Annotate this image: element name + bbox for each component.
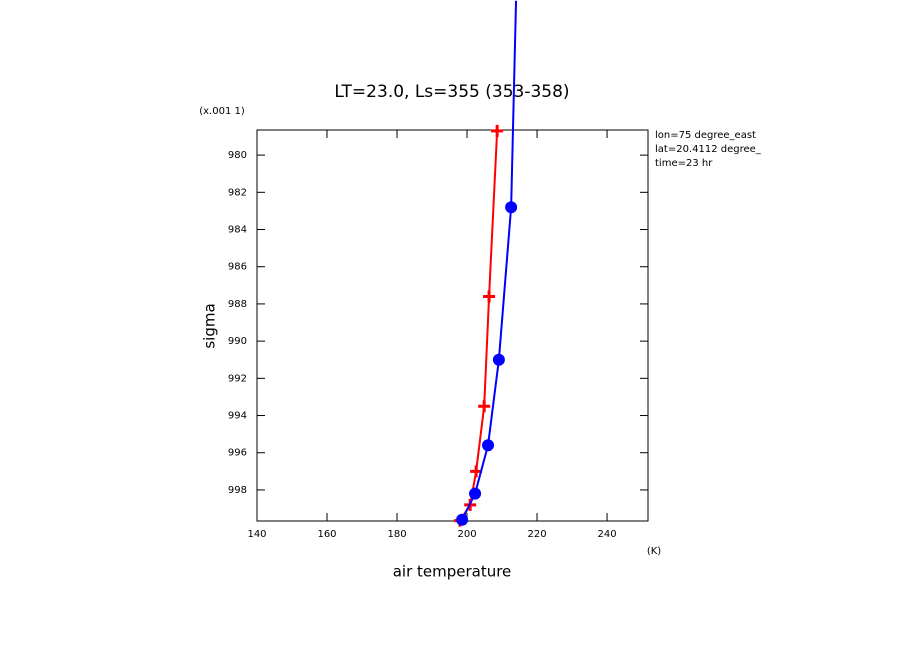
y-tick-label: 986 [228, 262, 247, 273]
point [456, 513, 469, 526]
y-tick-label: 994 [228, 411, 247, 422]
point [505, 201, 518, 214]
y-tick-label: 988 [228, 299, 247, 310]
x-tick-label: 220 [527, 529, 546, 540]
annotation: time=23 hr [655, 158, 713, 169]
point [492, 353, 505, 366]
series-line [459, 130, 499, 522]
x-tick-label: 160 [317, 529, 336, 540]
y-tick-label: 992 [228, 373, 247, 384]
annotation: lon=75 degree_east [655, 130, 756, 141]
y-tick-label: 980 [228, 150, 247, 161]
chart-title: LT=23.0, Ls=355 (353-358) [334, 82, 569, 102]
y-tick-label: 990 [228, 336, 247, 347]
y-tick-label: 996 [228, 448, 247, 459]
x-tick-label: 240 [597, 529, 616, 540]
point [478, 400, 491, 413]
point [483, 290, 496, 303]
point [491, 124, 504, 137]
y-axis-label: sigma [201, 303, 219, 348]
x-tick-label: 200 [457, 529, 476, 540]
x-axis-label: air temperature [393, 563, 512, 581]
x-tick-label: 140 [247, 529, 266, 540]
y-tick-label: 998 [228, 485, 247, 496]
point [482, 439, 495, 452]
y-tick-label: 982 [228, 187, 247, 198]
y-scale-note: (x.001 1) [199, 106, 245, 117]
annotation: lat=20.4112 degree_ [655, 144, 762, 155]
x-tick-label: 180 [387, 529, 406, 540]
plot-frame [256, 129, 649, 522]
y-tick-label: 984 [228, 225, 247, 236]
point [469, 487, 482, 500]
x-unit: (K) [647, 546, 661, 557]
